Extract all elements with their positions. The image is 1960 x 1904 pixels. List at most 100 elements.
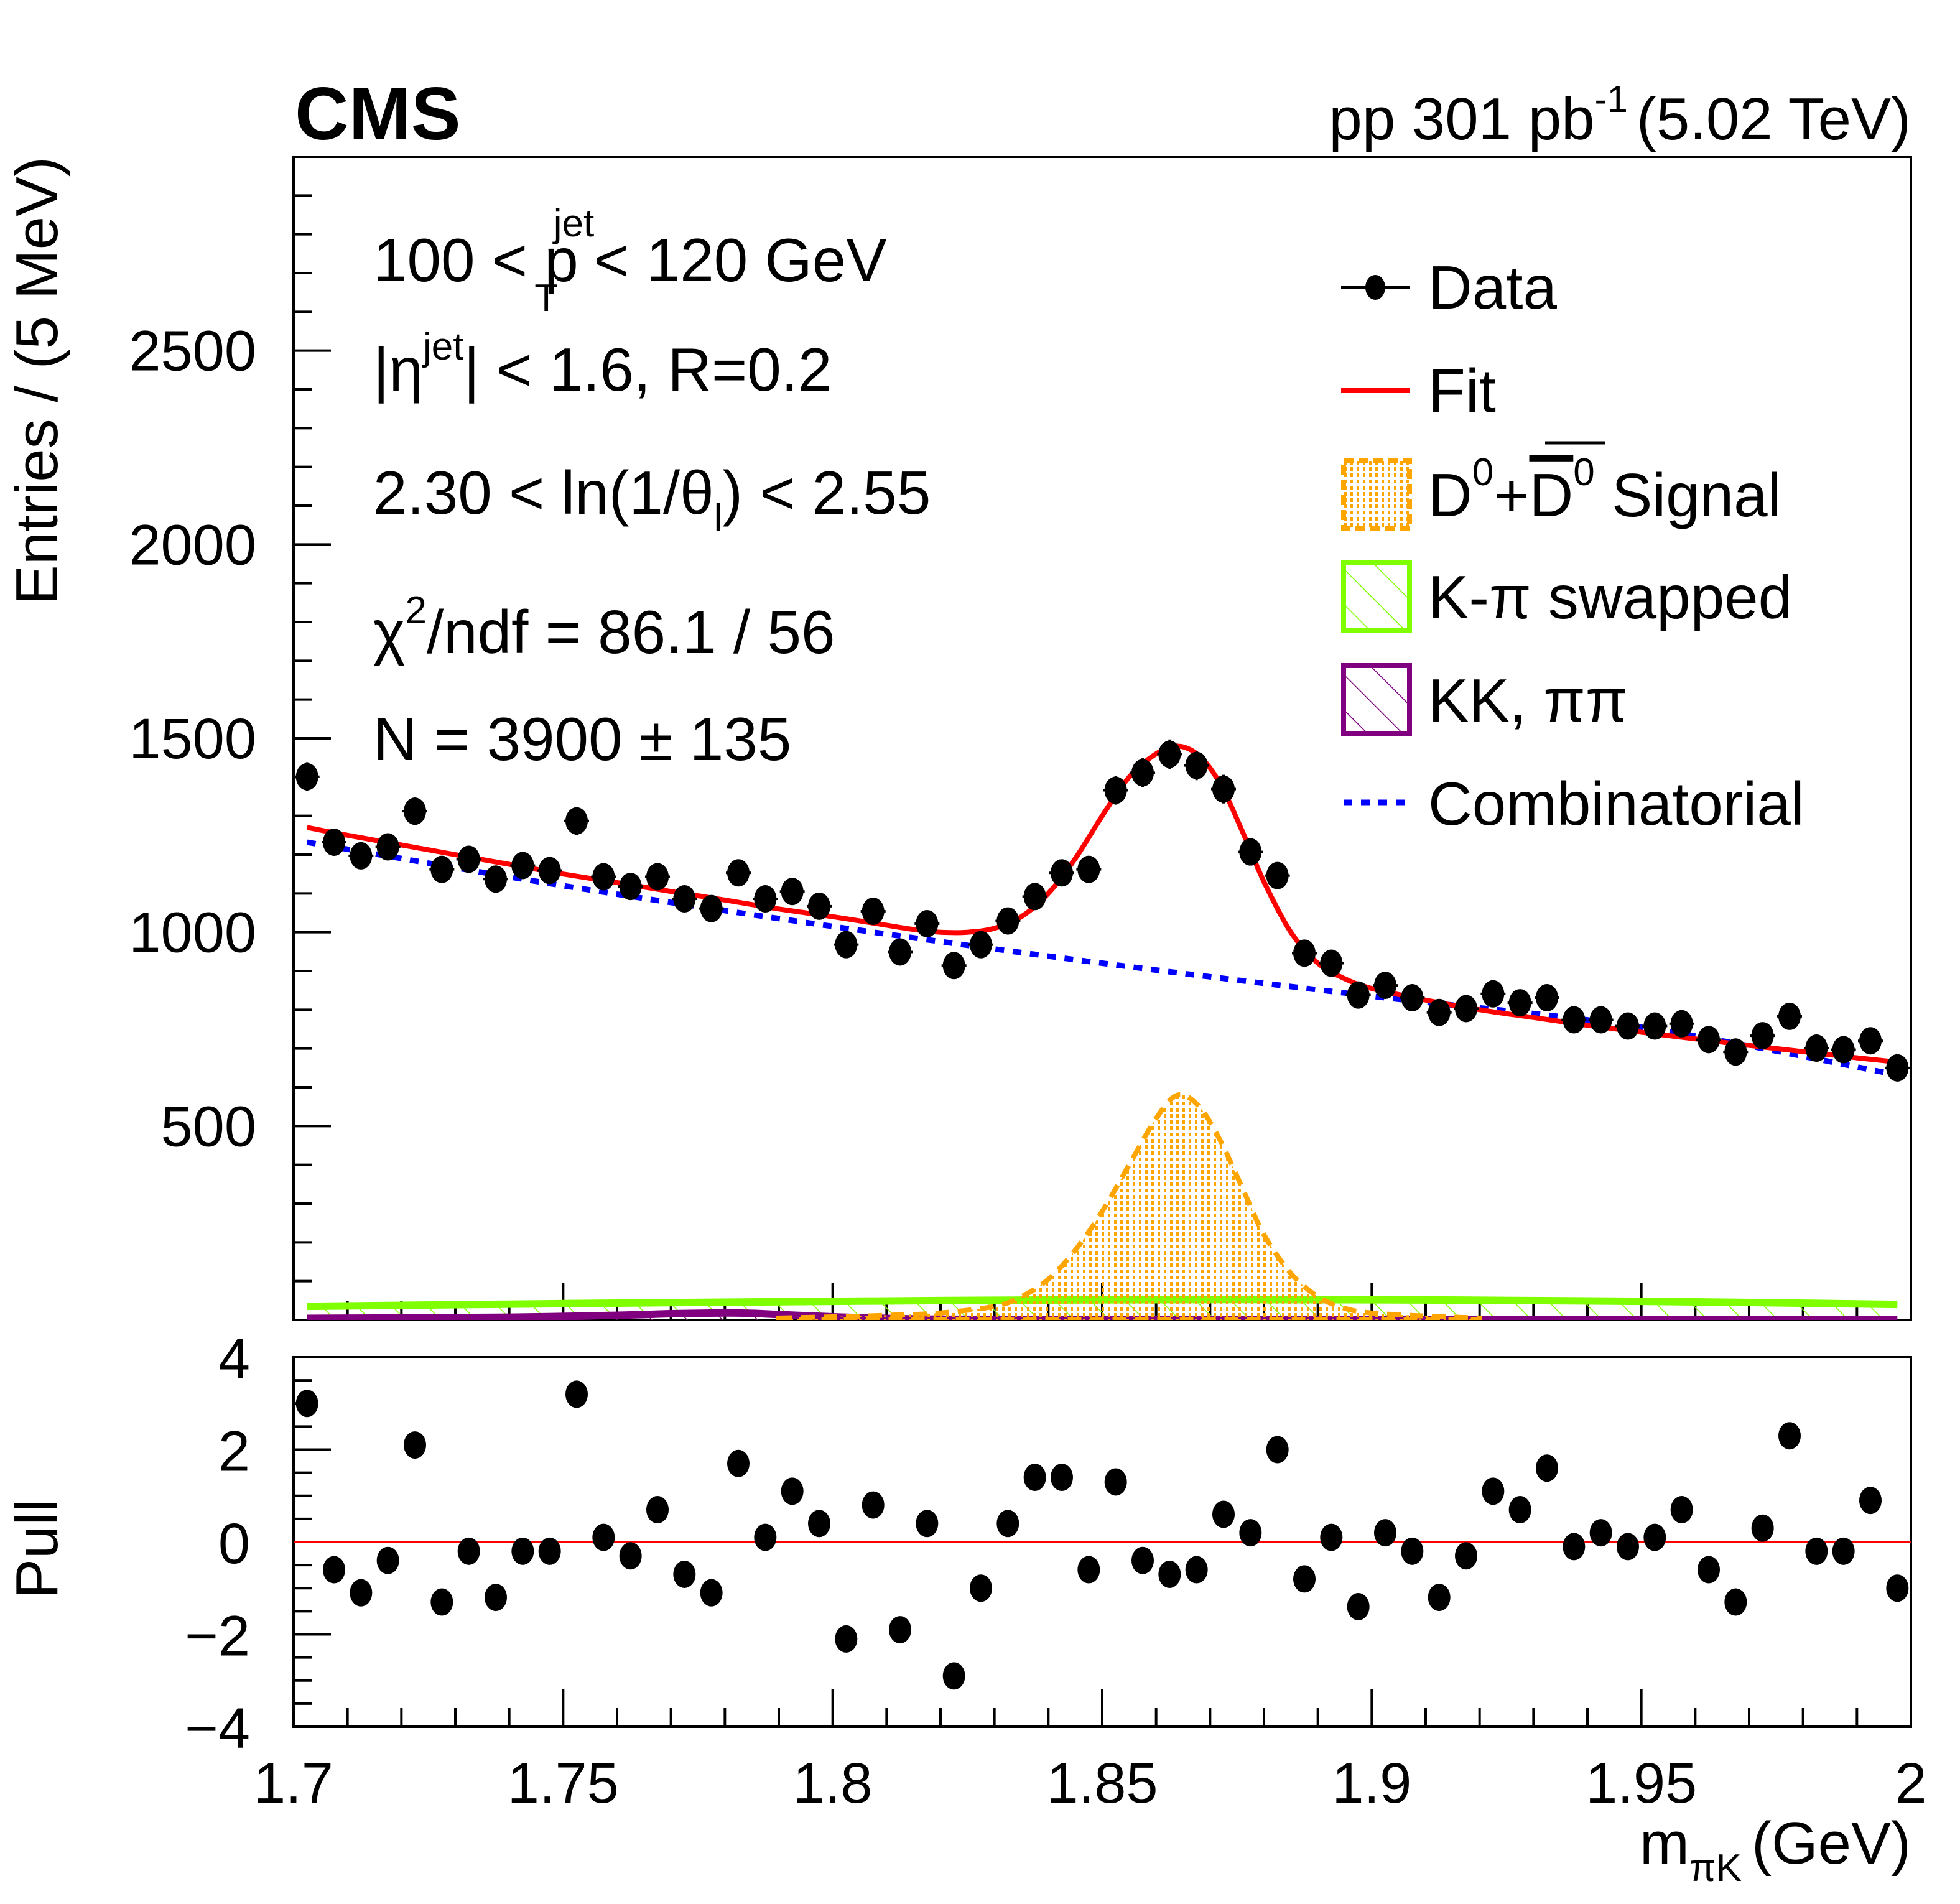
pull-point [808,1510,830,1538]
eta-cut-left: |η [373,335,423,404]
pull-point [592,1523,615,1551]
pull-points [295,1380,1909,1690]
theta-cut-right: ) < 2.55 [722,458,931,527]
pull-point [485,1584,507,1612]
data-point [1723,1038,1749,1066]
pull-point [835,1625,858,1653]
data-marker [404,797,426,825]
pull-point [1239,1519,1262,1547]
pull-point [970,1574,992,1602]
y-tick-label: 2500 [129,320,256,383]
theta-cut-left: 2.30 < ln(1/θ [373,458,714,527]
x-tick-label: 1.95 [1586,1752,1697,1815]
pull-point [1617,1533,1639,1561]
pull-point [1670,1496,1693,1524]
data-point [779,878,805,906]
data-marker [323,829,345,857]
legend-label-comb: Combinatorial [1428,769,1804,838]
data-marker [1886,1054,1909,1082]
x-tick-label: 1.9 [1332,1752,1411,1815]
chi2-value: /ndf = 86.1 / 56 [427,598,835,666]
pull-point [1508,1496,1531,1524]
data-point [1831,1036,1856,1064]
data-point [591,863,616,891]
pull-point [1266,1436,1289,1464]
data-point [1319,949,1344,977]
pt-cut-right: < 120 GeV [577,226,887,294]
data-point [1696,1026,1721,1054]
pull-point [1051,1464,1073,1492]
pull-point [1643,1523,1666,1551]
pull-point [754,1523,777,1551]
lumi-prefix: pp 301 pb [1329,86,1594,152]
theta-cut-annotation: 2.30 < ln(1/θl) < 2.55 [373,458,931,540]
data-marker [1536,984,1558,1012]
data-point [1184,751,1209,781]
data-marker [538,857,561,885]
pull-point [1104,1468,1127,1496]
data-marker [1617,1012,1639,1040]
data-marker [619,873,642,901]
legend-item-comb: Combinatorial [1344,769,1804,838]
pull-point [1401,1537,1424,1565]
x-tick-label: 1.7 [254,1752,333,1815]
chi2-annotation: χ2/ndf = 86.1 / 56 [373,589,835,666]
data-marker [1482,980,1505,1008]
y-tick-label: 2000 [129,513,256,577]
lumi-exponent: -1 [1595,78,1628,120]
data-marker [1401,984,1424,1012]
signal-sup1: 0 [1472,451,1493,494]
x-title-unit: (GeV) [1752,1810,1911,1877]
data-point [1480,980,1506,1008]
data-point [1426,998,1452,1026]
data-marker [970,931,992,959]
data-points [294,739,1910,1082]
data-point [672,885,697,913]
pull-axis-title: Pull [4,1499,70,1599]
pull-point [430,1588,453,1616]
data-marker [1698,1026,1720,1054]
data-marker [1077,855,1100,883]
data-point [1103,776,1128,805]
data-point [860,898,886,926]
legend-item-kkpipi: KK, ππ [1341,663,1627,736]
legend-label-fit: Fit [1428,356,1496,425]
pull-point [1482,1477,1505,1505]
data-marker [1832,1036,1855,1064]
data-marker [295,763,318,791]
data-marker [1239,838,1262,866]
pt-cut-left: 100 < p [373,226,578,294]
data-point [1345,981,1371,1009]
pull-point [376,1546,399,1574]
pull-y-tick-label: 4 [218,1327,250,1391]
data-marker [1508,989,1531,1017]
y-tick-label: 500 [161,1095,257,1158]
y-axis-title: Entries / (5 MeV) [4,157,70,605]
data-marker [996,907,1019,935]
pull-point [1158,1560,1181,1588]
legend-label-kkpipi: KK, ππ [1428,666,1627,735]
data-point [1022,883,1047,911]
data-marker [727,859,750,887]
data-point [483,865,508,893]
data-point [1238,838,1263,866]
pull-point [673,1560,696,1588]
pull-point [889,1616,911,1644]
data-point [1507,989,1533,1017]
data-marker [889,938,911,966]
data-marker [1347,981,1370,1009]
pull-point [1698,1556,1720,1584]
data-marker [916,909,939,937]
data-marker [350,842,373,870]
data-point [510,852,536,880]
data-marker [1778,1002,1801,1030]
data-marker [457,845,480,873]
pull-point [1805,1537,1828,1565]
pull-point [295,1390,318,1418]
pull-point [1293,1565,1316,1593]
data-point [1750,1022,1775,1050]
data-point [1292,939,1317,967]
data-point [348,842,374,870]
swapped-swatch-icon [1341,560,1412,633]
pull-point [996,1510,1019,1538]
